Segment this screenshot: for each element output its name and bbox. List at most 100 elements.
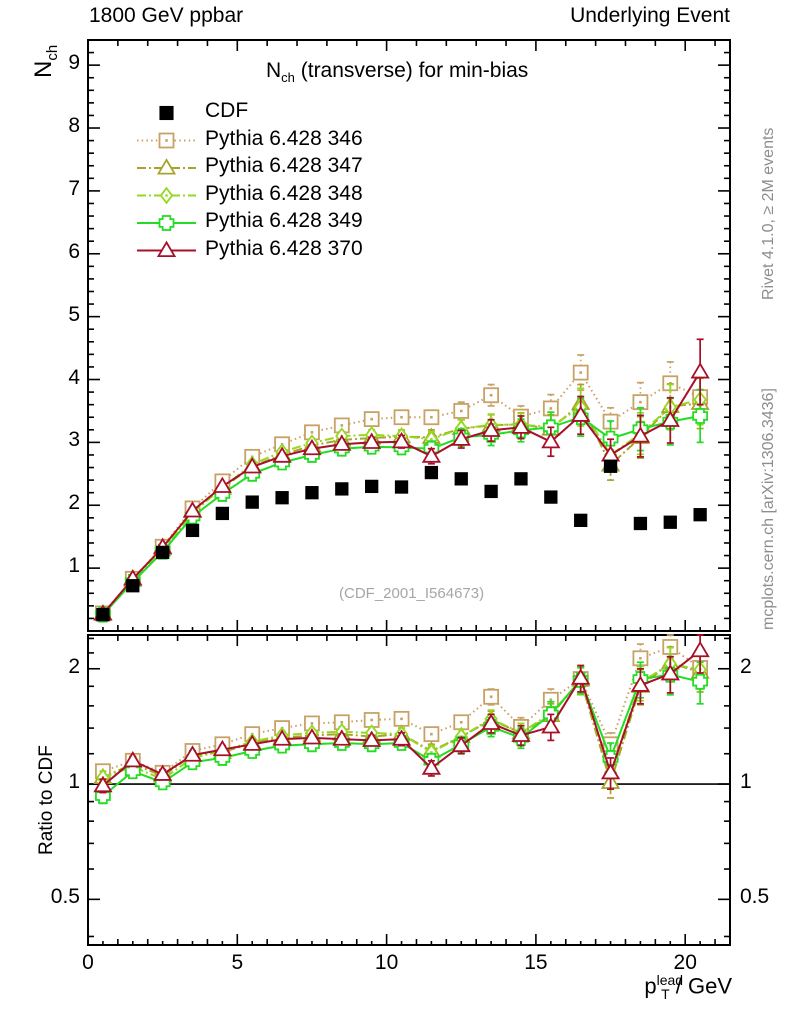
- main-ytick-1: 1: [68, 554, 80, 578]
- legend-label-0: CDF: [205, 99, 249, 122]
- main-ytick-7: 7: [68, 176, 80, 200]
- marker-filled-square: [126, 579, 140, 593]
- marker-triangle: [541, 431, 561, 449]
- marker-triangle: [451, 429, 471, 446]
- marker-square-dot: [310, 431, 314, 434]
- marker-triangle: [511, 417, 531, 434]
- marker-square-dot: [549, 407, 553, 410]
- marker-square-dot: [489, 393, 493, 397]
- xaxis-label-rest: / GeV: [669, 973, 732, 999]
- legend: [137, 105, 196, 258]
- marker-filled-square: [394, 480, 409, 494]
- marker-triangle: [511, 725, 531, 742]
- marker-filled-square: [365, 479, 379, 494]
- marker-filled-square: [484, 484, 498, 499]
- series-line-Pythia 6.428 348: [102, 398, 701, 615]
- marker-triangle: [332, 729, 352, 746]
- marker-triangle: [600, 762, 621, 780]
- xtick-10: 10: [374, 951, 399, 974]
- main-plot-area: [87, 39, 731, 632]
- marker-square-dot: [639, 400, 642, 404]
- ratio-ytick-right-2: 2: [740, 654, 752, 678]
- legend-label-1: Pythia 6.428 346: [205, 126, 363, 150]
- marker-triangle: [242, 457, 262, 474]
- marker-triangle: [182, 745, 203, 762]
- marker-triangle: [690, 362, 710, 379]
- ratio-ytick-left-1: 1: [68, 770, 80, 794]
- marker-square-dot: [165, 139, 168, 142]
- marker-triangle: [212, 476, 232, 493]
- xtick-0: 0: [82, 951, 94, 974]
- marker-triangle: [421, 446, 442, 463]
- header-left: 1800 GeV ppbar: [89, 4, 244, 27]
- main-ytick-8: 8: [68, 114, 80, 138]
- ratio-ytick-right-0.5: 0.5: [740, 885, 770, 909]
- marker-triangle: [481, 713, 501, 730]
- marker-square-dot: [370, 718, 373, 722]
- main-frame: [87, 39, 731, 632]
- xtick-20: 20: [673, 951, 697, 974]
- marker-triangle: [630, 675, 651, 692]
- marker-triangle: [391, 729, 412, 746]
- plot-title: Nch (transverse) for min-bias: [266, 59, 528, 85]
- marker-diamond-dot: [430, 751, 433, 754]
- marker-triangle: [123, 750, 143, 768]
- ratio-ytick-left-2: 2: [68, 654, 80, 678]
- marker-triangle: [272, 446, 292, 463]
- marker-square-dot: [310, 722, 314, 725]
- marker-filled-square: [663, 515, 677, 529]
- marker-square-dot: [639, 656, 642, 660]
- xtick-5: 5: [231, 951, 244, 974]
- marker-triangle: [272, 729, 292, 746]
- xtick-15: 15: [524, 951, 548, 974]
- legend-label-2: Pythia 6.428 347: [205, 154, 363, 177]
- main-ytick-9: 9: [68, 51, 80, 75]
- marker-filled-square: [275, 491, 289, 505]
- main-ytick-3: 3: [68, 428, 80, 452]
- marker-triangle: [571, 405, 591, 422]
- marker-triangle: [153, 764, 173, 781]
- marker-triangle: [212, 739, 232, 757]
- marker-square-dot: [340, 424, 344, 427]
- marker-square-dot: [459, 409, 463, 413]
- legend-label-5: Pythia 6.428 370: [205, 236, 363, 260]
- marker-filled-square: [544, 490, 558, 504]
- marker-filled-square: [305, 486, 319, 500]
- marker-triangle: [451, 735, 471, 753]
- ratio-ytick-right-1: 1: [740, 770, 752, 794]
- legend-label-3: Pythia 6.428 348: [205, 181, 363, 205]
- marker-triangle: [660, 410, 680, 427]
- legend-label-4: Pythia 6.428 349: [205, 209, 363, 232]
- marker-filled-square: [454, 472, 468, 486]
- marker-triangle: [93, 775, 113, 793]
- marker-triangle: [156, 158, 177, 175]
- marker-triangle: [481, 420, 501, 437]
- marker-cross-box: [158, 215, 175, 231]
- ratio-plot-area: [87, 634, 731, 946]
- marker-triangle: [302, 728, 322, 745]
- marker-filled-square: [215, 506, 230, 521]
- marker-square-dot: [489, 695, 493, 699]
- main-ytick-2: 2: [68, 491, 80, 515]
- header-right: Underlying Event: [570, 4, 730, 27]
- marker-triangle: [182, 501, 203, 518]
- marker-square-dot: [459, 720, 463, 724]
- marker-filled-square: [335, 482, 349, 496]
- marker-triangle: [690, 640, 710, 658]
- marker-cross-box: [692, 408, 709, 424]
- marker-diamond-dot: [165, 194, 168, 197]
- marker-triangle: [571, 668, 591, 685]
- marker-filled-square: [159, 105, 174, 121]
- main-ytick-6: 6: [68, 239, 80, 263]
- plot-title-base: N: [266, 59, 282, 82]
- marker-triangle: [660, 664, 680, 681]
- marker-filled-square: [245, 495, 259, 509]
- marker-filled-square: [693, 508, 707, 522]
- marker-square-dot: [430, 415, 433, 419]
- marker-square-dot: [370, 417, 373, 421]
- marker-triangle: [362, 432, 382, 449]
- xaxis-label-base: p: [644, 973, 657, 999]
- marker-square-dot: [430, 732, 433, 736]
- marker-triangle: [391, 431, 412, 449]
